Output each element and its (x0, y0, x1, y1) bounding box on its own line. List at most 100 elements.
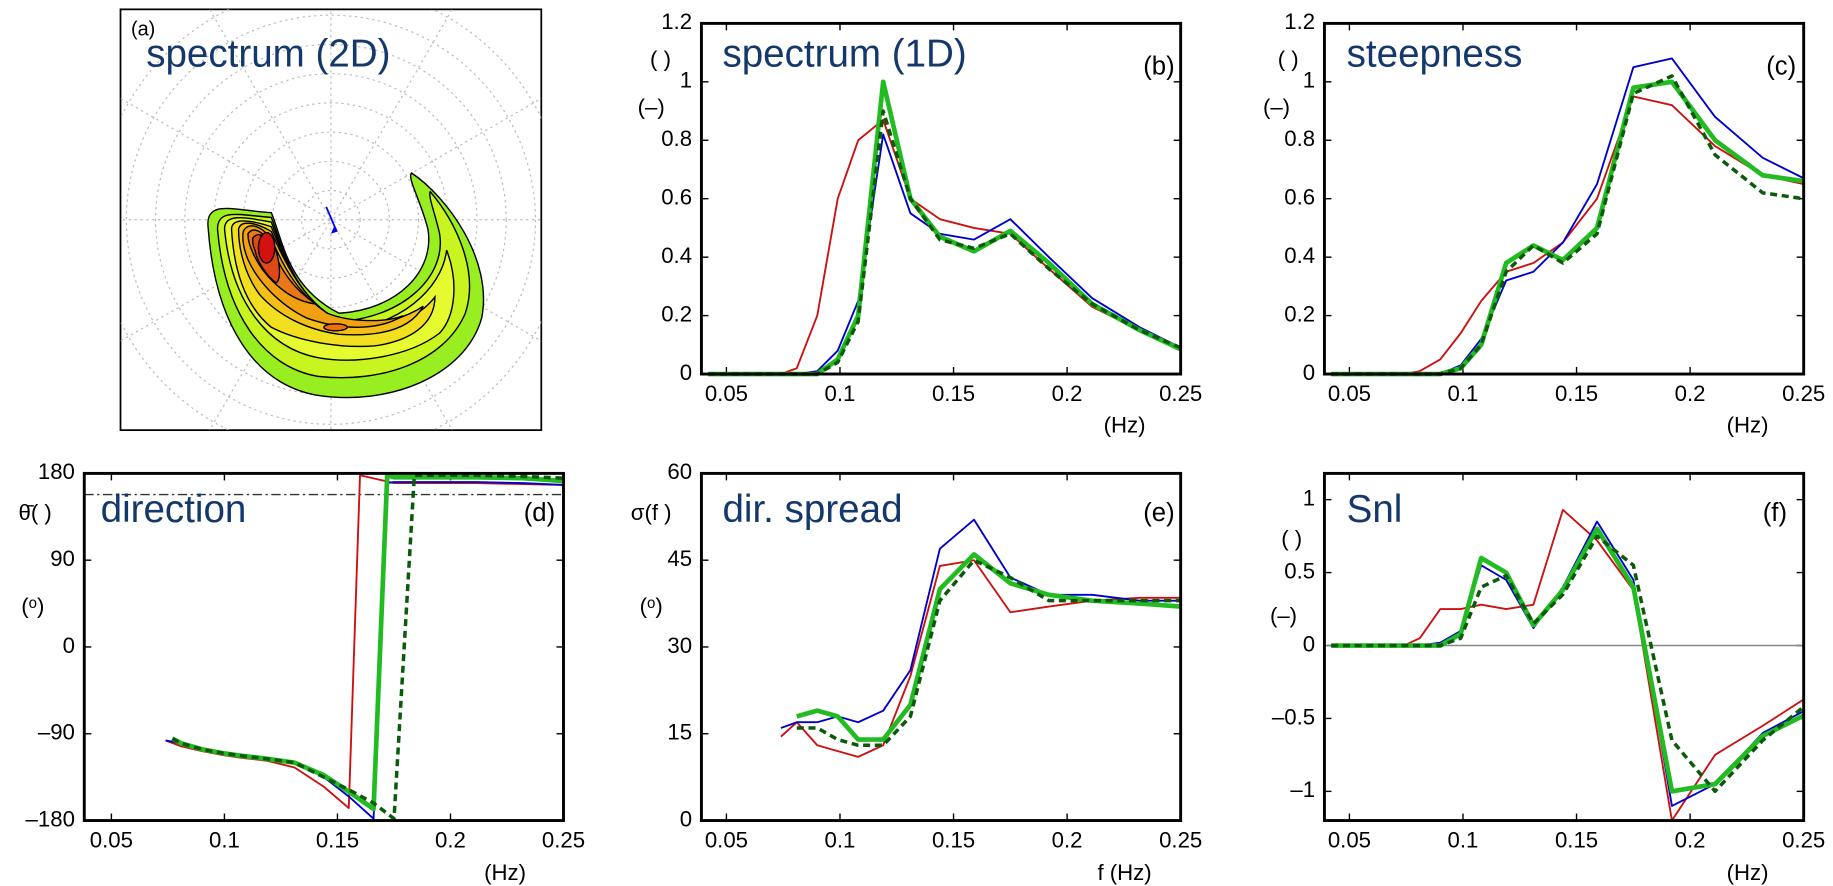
x-tick-label: 0.25 (1159, 827, 1202, 852)
x-tick-label: 0.05 (90, 827, 133, 852)
axes-box (1322, 471, 1806, 823)
y-tick-label: 0 (1303, 360, 1315, 385)
y-tick-label: 1 (1303, 486, 1315, 511)
y-axis-label: (ᵒ) (640, 594, 663, 619)
y-tick-label: 0.2 (661, 301, 692, 326)
y-tick-label: 0 (680, 806, 692, 831)
y-tick-label: –180 (26, 806, 75, 831)
x-tick-label: 0.15 (932, 827, 975, 852)
x-axis-label: (Hz) (1104, 412, 1146, 437)
y-tick-label: 45 (667, 546, 692, 571)
y-tick-label: 0.2 (1284, 301, 1315, 326)
series-line (780, 518, 1181, 729)
series-line (1331, 74, 1804, 376)
series-line (1331, 526, 1805, 794)
x-tick-label: 0.1 (1448, 381, 1479, 406)
x-tick-label: 0.25 (1782, 827, 1825, 852)
x-axis-label: (Hz) (1727, 860, 1769, 885)
panel-label: (a) (131, 19, 155, 41)
x-axis-label: (Hz) (1727, 412, 1769, 437)
y-tick-label: 0 (63, 633, 75, 658)
axes-box (699, 21, 1183, 376)
y-tick-label: 0 (680, 360, 692, 385)
series-line (708, 109, 1182, 376)
x-tick-label: 0.1 (825, 381, 856, 406)
x-axis-label: f (Hz) (1097, 860, 1151, 885)
plot-frame (701, 23, 1181, 375)
axes-box (82, 471, 565, 823)
y-tick-label: 0.4 (661, 243, 692, 268)
y-axis-label: ( ) (1278, 47, 1299, 72)
y-tick-label: –1 (1290, 777, 1315, 802)
plot-frame (84, 473, 564, 821)
y-axis-label: ( ) (1281, 526, 1302, 551)
panel-label: (f) (1763, 499, 1787, 527)
plot-frame (1324, 23, 1804, 375)
x-tick-label: 0.1 (1448, 827, 1479, 852)
panel-label: (e) (1143, 499, 1174, 527)
chart-title: dir. spread (722, 488, 902, 531)
y-axis-label: (–) (1270, 603, 1297, 628)
x-tick-label: 0.1 (825, 827, 856, 852)
series-line (171, 473, 564, 821)
y-axis-label: ( ) (650, 47, 671, 72)
y-axis-label: σ(f ) (631, 500, 672, 525)
x-tick-label: 0.15 (316, 827, 359, 852)
x-tick-label: 0.2 (1675, 381, 1706, 406)
x-tick-label: 0.2 (435, 827, 466, 852)
y-axis-label: (–) (638, 95, 665, 120)
y-tick-label: 30 (667, 633, 692, 658)
y-tick-label: 0.8 (1284, 126, 1315, 151)
y-tick-label: 0 (1303, 631, 1315, 656)
x-tick-label: 0.05 (1328, 381, 1371, 406)
chart-title: direction (101, 488, 247, 531)
chart-title: spectrum (2D) (146, 32, 390, 75)
y-tick-label: 1.2 (1284, 9, 1315, 34)
x-tick-label: 0.05 (1328, 827, 1371, 852)
y-tick-label: 60 (667, 459, 692, 484)
panel-label: (c) (1766, 53, 1796, 81)
series-line (796, 558, 1181, 748)
y-tick-label: 15 (667, 720, 692, 745)
x-tick-label: 0.25 (542, 827, 585, 852)
x-tick-label: 0.2 (1052, 827, 1083, 852)
x-tick-label: 0.15 (932, 381, 975, 406)
y-tick-label: –90 (38, 720, 75, 745)
chart-title: steepness (1347, 32, 1523, 75)
y-tick-label: 1 (680, 68, 692, 93)
x-tick-label: 0.2 (1675, 827, 1706, 852)
y-axis-label: θ̄( ) (19, 500, 52, 525)
x-tick-label: 0.15 (1555, 827, 1598, 852)
x-tick-label: 0.05 (705, 827, 748, 852)
y-tick-label: –0.5 (1272, 704, 1315, 729)
x-tick-label: 0.15 (1555, 381, 1598, 406)
arrow-head (330, 225, 338, 234)
series-line (1331, 534, 1805, 794)
y-tick-label: 0.5 (1284, 558, 1315, 583)
y-tick-label: 90 (50, 546, 75, 571)
x-tick-label: 0.25 (1159, 381, 1202, 406)
axes-box (1322, 21, 1806, 376)
x-tick-label: 0.2 (1052, 381, 1083, 406)
spectrum-2d-panel (119, 8, 543, 432)
x-tick-label: 0.25 (1782, 381, 1825, 406)
chart-title: Snl (1347, 488, 1403, 531)
axes-box (699, 471, 1183, 823)
series-line (796, 552, 1181, 742)
y-axis-label: (–) (1263, 95, 1290, 120)
plot-frame (701, 473, 1181, 821)
y-tick-label: 180 (38, 459, 75, 484)
y-tick-label: 0.8 (661, 126, 692, 151)
x-tick-label: 0.1 (209, 827, 240, 852)
y-tick-label: 0.4 (1284, 243, 1315, 268)
x-axis-label: (Hz) (484, 860, 526, 885)
chart-title: spectrum (1D) (722, 32, 966, 75)
y-tick-label: 1.2 (661, 9, 692, 34)
panel-label: (d) (524, 499, 555, 527)
panel-label: (b) (1143, 53, 1174, 81)
x-tick-label: 0.05 (705, 381, 748, 406)
y-tick-label: 1 (1303, 68, 1315, 93)
y-tick-label: 0.6 (661, 185, 692, 210)
y-tick-label: 0.6 (1284, 185, 1315, 210)
